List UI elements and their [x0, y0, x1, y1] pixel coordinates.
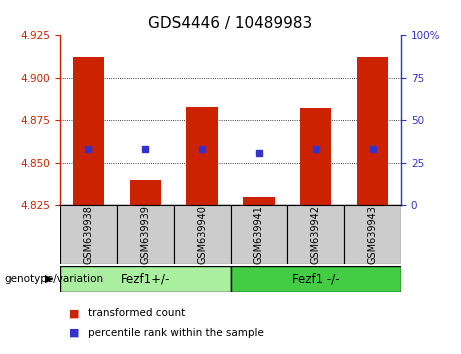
Bar	[230, 266, 401, 292]
Title: GDS4446 / 10489983: GDS4446 / 10489983	[148, 16, 313, 32]
Text: GSM639941: GSM639941	[254, 205, 264, 264]
Bar	[60, 266, 230, 292]
Text: ■: ■	[69, 328, 80, 338]
Bar	[186, 107, 218, 205]
Text: GSM639938: GSM639938	[83, 205, 94, 264]
Bar	[174, 205, 230, 264]
Bar	[357, 57, 388, 205]
Text: percentile rank within the sample: percentile rank within the sample	[88, 328, 264, 338]
Bar	[230, 205, 287, 264]
Text: GSM639939: GSM639939	[140, 205, 150, 264]
Text: ■: ■	[69, 308, 80, 318]
Text: transformed count: transformed count	[88, 308, 185, 318]
Text: GSM639943: GSM639943	[367, 205, 378, 264]
Bar	[287, 205, 344, 264]
Bar	[73, 57, 104, 205]
Bar	[117, 205, 174, 264]
Bar	[130, 180, 161, 205]
Bar	[300, 108, 331, 205]
Text: Fezf1+/-: Fezf1+/-	[120, 272, 170, 285]
Text: Fezf1 -/-: Fezf1 -/-	[292, 272, 340, 285]
Text: GSM639942: GSM639942	[311, 205, 321, 264]
Text: ▶: ▶	[45, 274, 53, 284]
Text: genotype/variation: genotype/variation	[5, 274, 104, 284]
Bar	[243, 197, 275, 205]
Text: GSM639940: GSM639940	[197, 205, 207, 264]
Bar	[60, 205, 117, 264]
Bar	[344, 205, 401, 264]
